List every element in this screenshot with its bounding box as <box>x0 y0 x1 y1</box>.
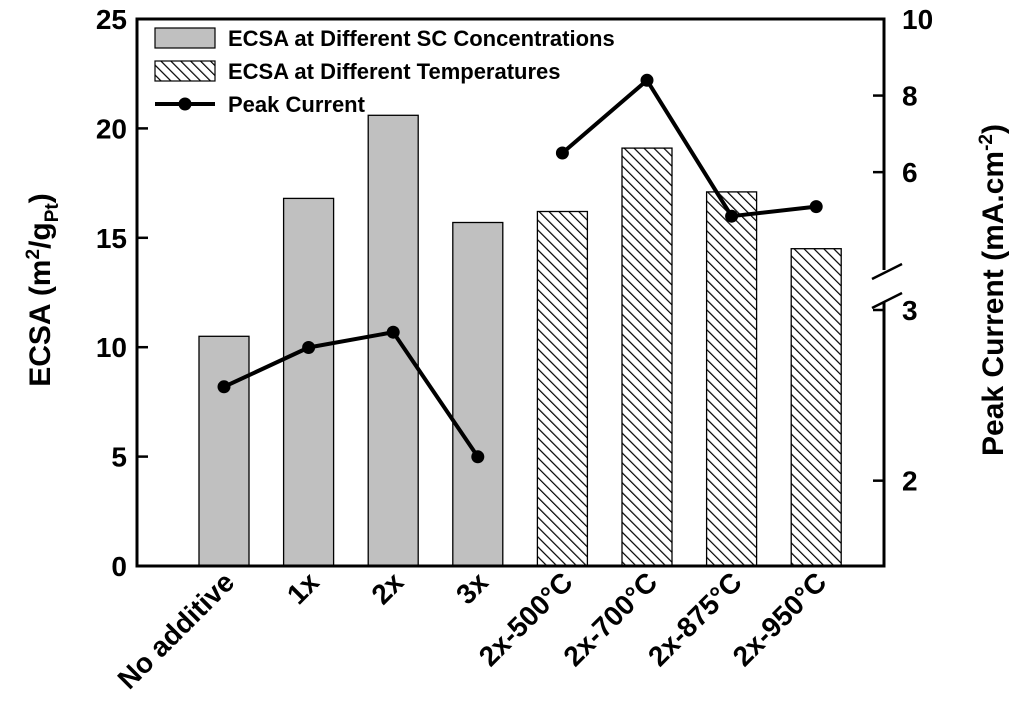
bar-3x <box>452 221 504 567</box>
legend-swatch-temp <box>154 60 216 82</box>
y-left-tick-label: 0 <box>111 551 127 582</box>
x-tick-label-2x: 2x <box>365 566 409 610</box>
legend-swatch-sc <box>154 27 216 49</box>
peak-current-point-no-additive <box>217 380 231 394</box>
x-axis-labels: No additive 1x 2x 3x2x-500°C2x-700°C2x-875°… <box>112 566 833 695</box>
y-left-axis-title: ECSA (m2/gPt) <box>23 193 63 387</box>
bar-no-additive <box>198 335 250 567</box>
y-left-tick-label: 5 <box>111 442 127 473</box>
bar-2x-500-c <box>536 210 589 567</box>
bar-2x-700-c <box>621 147 673 567</box>
legend: ECSA at Different SC Concentrations ECSA… <box>154 26 615 117</box>
y-left-ticks: 0 5 10 15 20 25 <box>96 4 148 582</box>
y-left-tick-label: 20 <box>96 113 127 144</box>
peak-current-line-segment-1 <box>223 330 480 458</box>
y-right-ticks: 2 3 6 8 10 <box>873 4 933 497</box>
x-tick-label-3x: 3x <box>450 566 494 610</box>
peak-current-line-layer <box>217 73 823 464</box>
peak-current-point-3x <box>471 450 485 464</box>
peak-current-point-2x-500-c <box>555 146 569 160</box>
peak-current-point-2x-950-c <box>809 200 823 214</box>
y-right-tick-label: 10 <box>902 4 933 35</box>
y-right-tick-label: 2 <box>902 466 918 497</box>
x-tick-label-1x: 1x <box>281 566 325 610</box>
y-right-axis-title: Peak Current (mA.cm-2) <box>976 124 1010 456</box>
y-right-tick-label: 3 <box>902 295 918 326</box>
peak-current-point-2x-875-c <box>725 209 739 223</box>
bar-2x-875-c <box>705 191 758 567</box>
peak-current-point-1x <box>302 341 316 354</box>
y-right-tick-label: 8 <box>902 81 918 112</box>
legend-label-peak: Peak Current <box>228 92 366 117</box>
y-left-tick-label: 15 <box>96 223 127 254</box>
axis-break-marks <box>871 262 903 310</box>
bars-layer <box>198 114 842 567</box>
x-tick-label-no-additive: No additive <box>112 566 241 695</box>
peak-current-point-2x-700-c <box>640 73 654 87</box>
y-right-tick-label: 6 <box>902 157 918 188</box>
bar-2x <box>367 114 419 567</box>
x-tick-label-2x-950-c: 2x-950°C <box>727 566 833 672</box>
y-left-tick-label: 25 <box>96 4 127 35</box>
peak-current-point-2x <box>386 325 400 339</box>
bar-1x <box>282 197 335 567</box>
legend-label-sc: ECSA at Different SC Concentrations <box>228 26 615 51</box>
peak-current-line-segment-2 <box>561 78 817 219</box>
bar-2x-950-c <box>790 248 842 567</box>
y-left-tick-label: 10 <box>96 332 127 363</box>
legend-label-temp: ECSA at Different Temperatures <box>228 59 561 84</box>
legend-marker-sample <box>178 97 192 111</box>
